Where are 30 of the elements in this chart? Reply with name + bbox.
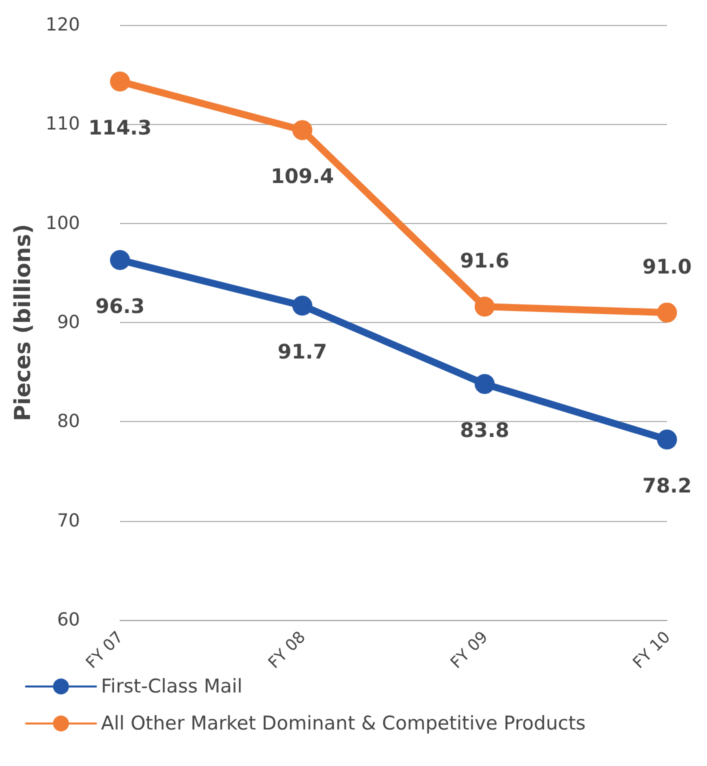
y-axis-title: Pieces (billions)	[11, 224, 36, 422]
y-tick-label: 60	[57, 610, 80, 630]
point	[292, 120, 312, 140]
y-tick-label: 80	[57, 411, 80, 432]
x-tick-label: FY 09	[446, 627, 492, 672]
data-label: 114.3	[88, 116, 152, 140]
data-label: 83.8	[460, 418, 510, 442]
data-label: 96.3	[95, 294, 145, 318]
x-tick-label: FY 07	[82, 627, 127, 672]
data-label: 78.2	[642, 474, 692, 498]
y-tick-label: 110	[46, 114, 80, 135]
y-tick-label: 120	[46, 14, 80, 36]
point	[474, 374, 495, 394]
x-tick-label: FY 10	[628, 627, 674, 672]
point	[292, 296, 312, 316]
y-tick-label: 70	[57, 510, 80, 532]
point	[110, 72, 130, 92]
point	[110, 250, 130, 270]
legend-label: All Other Market Dominant & Competitive Products	[101, 712, 586, 734]
point	[657, 430, 677, 450]
data-label: 91.7	[278, 340, 328, 364]
data-label: 91.6	[460, 248, 510, 273]
y-tick-label: 100	[46, 212, 80, 234]
point	[657, 302, 677, 323]
data-label: 109.4	[270, 164, 334, 188]
x-tick-label: FY 08	[264, 627, 310, 672]
legend-label: First-Class Mail	[101, 676, 242, 698]
point	[474, 296, 495, 317]
data-label: 91.0	[642, 254, 692, 279]
y-tick-label: 90	[57, 312, 80, 333]
